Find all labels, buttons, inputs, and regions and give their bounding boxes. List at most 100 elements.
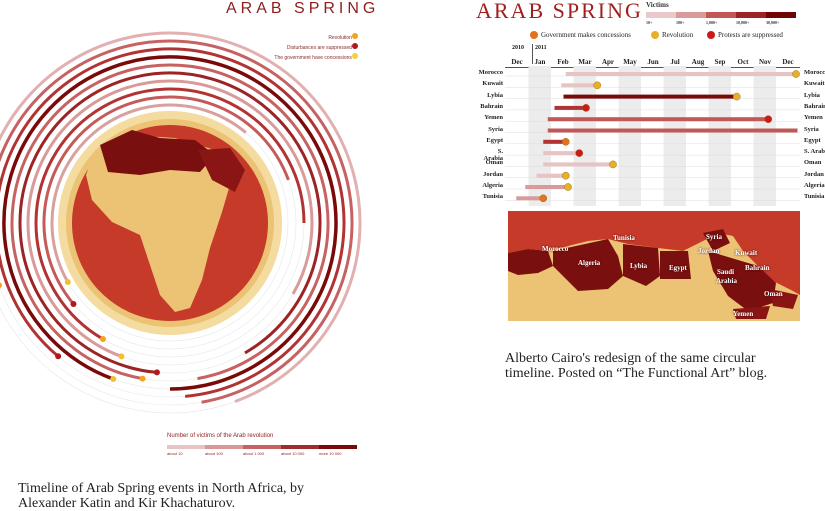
victims-seg-3 <box>706 12 736 18</box>
event-marker <box>792 70 800 78</box>
country-bar <box>516 196 544 201</box>
country-bar <box>543 162 613 167</box>
country-bar <box>547 117 769 122</box>
month-aug: Aug <box>691 58 705 66</box>
country-label-left: Oman <box>485 159 503 167</box>
concessions-label: Government makes concessions <box>541 31 631 39</box>
victims-seg-label-5: 30,000+ <box>766 20 780 25</box>
country-bar <box>561 83 598 88</box>
map-lybia <box>623 244 660 286</box>
event-marker <box>139 375 146 382</box>
country-arc <box>2 55 338 391</box>
map-morocco <box>508 249 553 275</box>
event-marker <box>764 115 773 124</box>
country-bar <box>525 185 568 189</box>
country-arc <box>0 47 346 398</box>
month-jul: Jul <box>670 58 680 66</box>
legend-revolution-item: Revolution <box>651 31 693 39</box>
revolution-dot <box>651 31 659 39</box>
legend-revolution: Revolution - <box>328 35 355 41</box>
victims-seg-label-1: 10+ <box>646 20 653 25</box>
victims-seg-4 <box>736 12 766 18</box>
country-bar <box>536 173 566 178</box>
country-bar <box>554 105 586 110</box>
country-label-left: Egypt <box>486 136 503 144</box>
event-marker <box>55 353 62 360</box>
map-label-yemen: Yemen <box>733 310 754 318</box>
country-label-left: Algeria <box>482 182 503 189</box>
map-label-lybia: Lybia <box>630 262 648 270</box>
event-marker <box>153 369 160 376</box>
victims-label-4: about 10 000 <box>281 451 305 456</box>
month-may: May <box>623 58 637 66</box>
map-label-oman: Oman <box>764 290 783 298</box>
victims-title: Victims <box>646 1 669 9</box>
month-mar: Mar <box>578 58 592 66</box>
event-marker <box>539 194 548 203</box>
event-marker <box>561 171 570 180</box>
victims-seg-5 <box>766 12 796 18</box>
victims-seg-1 <box>646 12 676 18</box>
country-label-left: Syria <box>488 125 503 133</box>
event-marker <box>64 279 71 285</box>
legend-concessions-label: The government have concessions - <box>274 55 355 61</box>
right-title: ARAB SPRING <box>476 0 643 23</box>
country-label-right: S. Arab <box>804 148 825 156</box>
country-arc <box>10 63 330 381</box>
country-bar <box>547 128 798 133</box>
victims-seg-label-4: 10,000+ <box>736 20 750 25</box>
month-column <box>573 66 596 206</box>
event-marker <box>593 81 602 90</box>
revolution-label: Revolution <box>662 31 694 39</box>
month-column <box>528 66 551 206</box>
map-label-kuwait: Kuwait <box>735 249 758 257</box>
map-label-arabia: Arabia <box>716 277 737 285</box>
circular-timeline-graphic <box>0 31 362 414</box>
left-caption: Timeline of Arab Spring events in North … <box>18 481 305 511</box>
victims-label-3: about 1 000 <box>243 451 265 456</box>
country-label-right: Tunisia <box>804 193 825 201</box>
legend-suppressed-label: Disturbances are suppressed - <box>286 45 355 51</box>
country-label-right: Kuwait <box>804 80 825 88</box>
year-2011: 2011 <box>535 45 547 51</box>
victims-label-2: about 100 <box>205 451 223 456</box>
month-jan: Jan <box>534 58 546 66</box>
country-label-right: Lybia <box>804 91 820 99</box>
legend-revolution-label: Revolution - <box>328 35 355 41</box>
legend-suppressed: Disturbances are suppressed - <box>287 45 355 51</box>
victims-label-1: about 10 <box>167 451 183 456</box>
concessions-dot <box>530 31 538 39</box>
month-stripes <box>528 66 776 206</box>
victims-caption: Number of victims of the Arab revolution <box>167 433 274 439</box>
victims-label-5: more 10 000 <box>319 451 342 456</box>
map-label-syria: Syria <box>706 233 722 241</box>
month-column <box>753 66 776 206</box>
map-algeria <box>553 239 623 291</box>
victims-seg-label-3: 1,000+ <box>706 20 718 25</box>
victims-scale-5 <box>319 445 357 449</box>
legend-suppressed-item: Protests are suppressed <box>707 31 783 39</box>
map-yemen <box>733 306 770 319</box>
map-label-algeria: Algeria <box>578 259 601 267</box>
year-divider <box>532 44 533 64</box>
map-label-morocco: Morocco <box>542 245 569 253</box>
map-label-jordan: Jordan <box>698 247 720 255</box>
victims-seg-label-2: 100+ <box>676 20 685 25</box>
country-arc <box>0 39 354 404</box>
country-label-left: Kuwait <box>482 80 503 88</box>
event-marker <box>732 92 741 101</box>
country-label-left: S. Arabia <box>483 148 504 163</box>
country-bar <box>563 94 737 99</box>
month-column <box>618 66 641 206</box>
country-label-left: Morocco <box>478 69 503 76</box>
month-sep: Sep <box>714 58 726 66</box>
country-arc <box>50 103 247 283</box>
country-label-right: Jordan <box>804 170 824 178</box>
month-column <box>708 66 731 206</box>
month-jun: Jun <box>647 58 659 66</box>
country-arc <box>42 95 290 305</box>
timeline-rings <box>0 31 362 414</box>
legend-concessions: The government have concessions - <box>274 55 355 61</box>
month-apr: Apr <box>601 58 615 66</box>
year-2010: 2010 <box>512 45 524 51</box>
